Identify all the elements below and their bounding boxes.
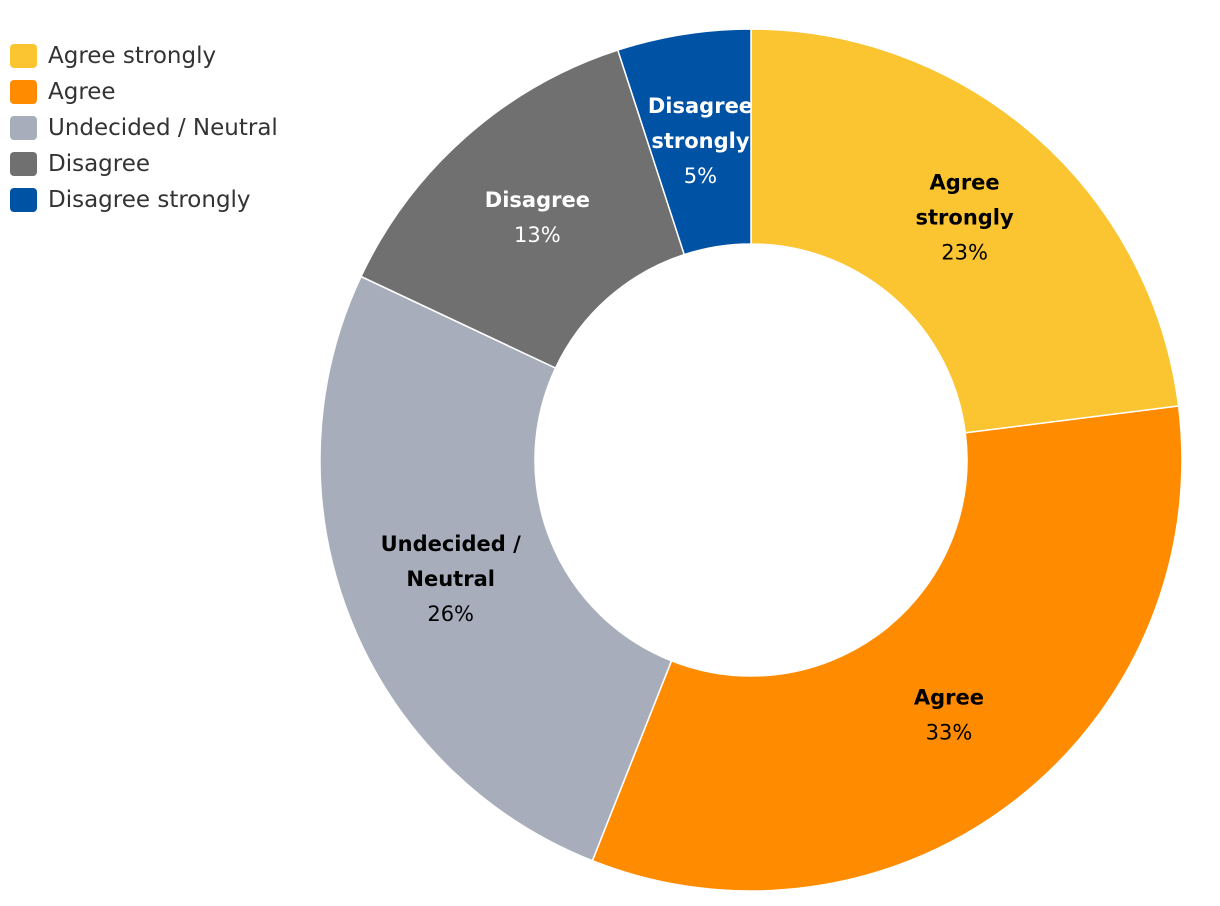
slice-label: Disagree strongly 5% <box>648 94 753 188</box>
donut-slice <box>750 28 1180 434</box>
slice-label-name: strongly <box>916 206 1015 230</box>
donut-slice <box>360 49 686 370</box>
slice-label-value: 5% <box>684 164 717 188</box>
legend-swatch <box>10 44 37 68</box>
slice-label: Agree strongly 23% <box>916 171 1015 265</box>
slice-label-name: Agree <box>914 686 984 710</box>
chart-legend: Agree strongly Agree Undecided / Neutral Di… <box>10 38 278 218</box>
legend-item: Agree strongly <box>10 38 278 74</box>
donut-slice <box>616 28 752 256</box>
legend-label: Agree <box>48 79 116 105</box>
slice-label: Agree 33% <box>914 686 984 745</box>
legend-swatch <box>10 152 37 176</box>
slice-label-name: Agree <box>930 171 1000 195</box>
slice-label-name: Disagree <box>648 94 753 118</box>
legend-label: Disagree <box>48 151 151 177</box>
slice-label-name: Disagree <box>485 188 590 212</box>
slice-label: Disagree 13% <box>485 188 590 247</box>
legend-swatch <box>10 188 37 212</box>
legend-item: Agree <box>10 74 278 110</box>
legend-swatch <box>10 116 37 140</box>
slice-label-value: 13% <box>514 223 561 247</box>
slice-label-name: Neutral <box>406 567 495 591</box>
slice-label: Undecided / Neutral 26% <box>381 532 522 626</box>
slice-label-value: 26% <box>427 602 474 626</box>
legend-item: Disagree <box>10 146 278 182</box>
slice-label-name: strongly <box>651 129 750 153</box>
legend-label: Undecided / Neutral <box>48 115 278 141</box>
legend-label: Agree strongly <box>48 43 217 69</box>
legend-item: Disagree strongly <box>10 182 278 218</box>
slice-label-value: 33% <box>926 721 973 745</box>
legend-item: Undecided / Neutral <box>10 110 278 146</box>
legend-label: Disagree strongly <box>48 187 251 213</box>
donut-slice <box>319 275 673 862</box>
legend-swatch <box>10 80 37 104</box>
donut-slice <box>591 405 1183 892</box>
slice-label-name: Undecided / <box>381 532 522 556</box>
slice-label-value: 23% <box>941 241 988 265</box>
